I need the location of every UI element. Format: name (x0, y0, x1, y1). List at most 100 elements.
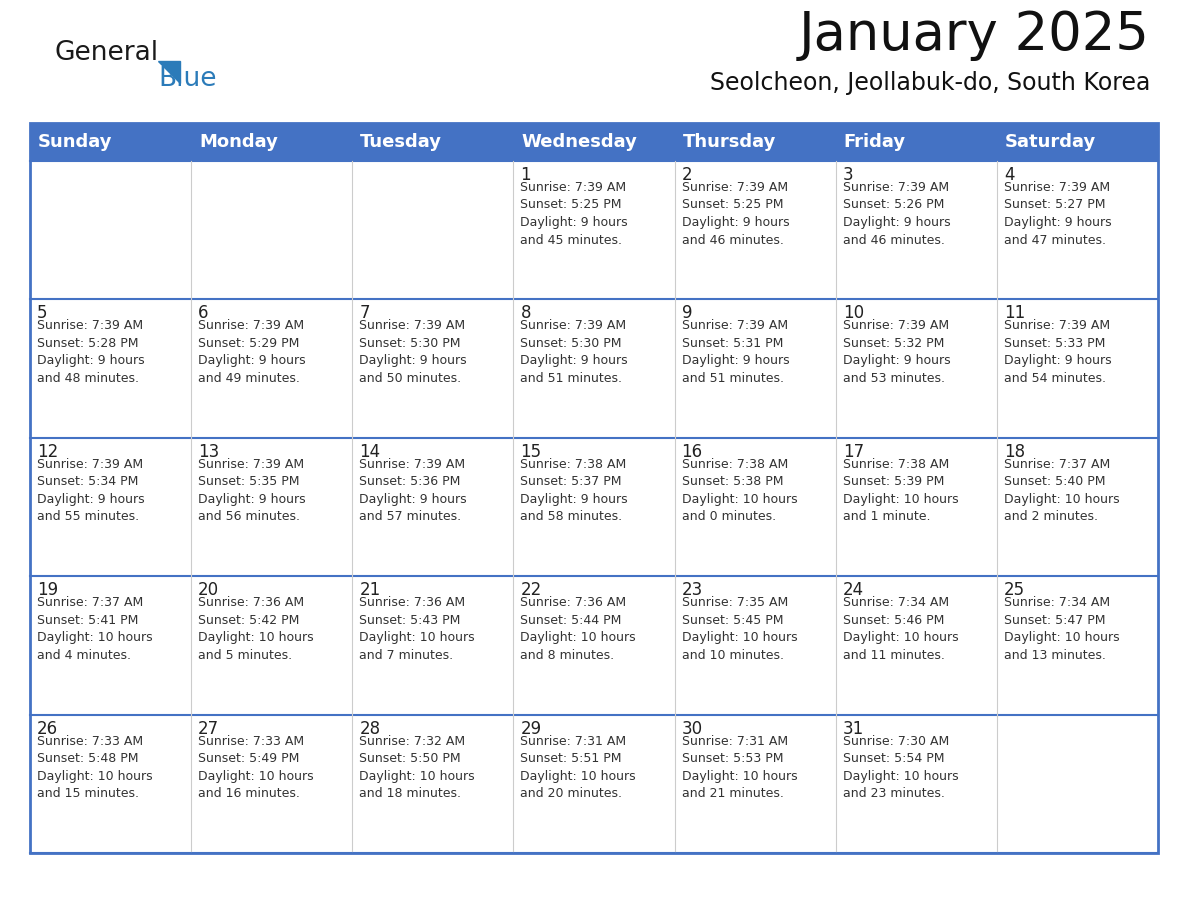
Text: Sunrise: 7:39 AM
Sunset: 5:25 PM
Daylight: 9 hours
and 45 minutes.: Sunrise: 7:39 AM Sunset: 5:25 PM Dayligh… (520, 181, 628, 247)
Text: Sunrise: 7:33 AM
Sunset: 5:49 PM
Daylight: 10 hours
and 16 minutes.: Sunrise: 7:33 AM Sunset: 5:49 PM Dayligh… (198, 734, 314, 800)
Bar (30, 299, 191, 438)
Bar (997, 438, 1158, 577)
Bar (997, 161, 1158, 299)
Bar (353, 161, 513, 299)
Bar (513, 299, 675, 438)
Bar (997, 299, 1158, 438)
Text: Sunrise: 7:31 AM
Sunset: 5:53 PM
Daylight: 10 hours
and 21 minutes.: Sunrise: 7:31 AM Sunset: 5:53 PM Dayligh… (682, 734, 797, 800)
Text: Sunrise: 7:39 AM
Sunset: 5:31 PM
Daylight: 9 hours
and 51 minutes.: Sunrise: 7:39 AM Sunset: 5:31 PM Dayligh… (682, 319, 789, 385)
Text: Seolcheon, Jeollabuk-do, South Korea: Seolcheon, Jeollabuk-do, South Korea (709, 71, 1150, 95)
Text: Sunrise: 7:36 AM
Sunset: 5:43 PM
Daylight: 10 hours
and 7 minutes.: Sunrise: 7:36 AM Sunset: 5:43 PM Dayligh… (359, 596, 475, 662)
Text: Sunrise: 7:38 AM
Sunset: 5:38 PM
Daylight: 10 hours
and 0 minutes.: Sunrise: 7:38 AM Sunset: 5:38 PM Dayligh… (682, 458, 797, 523)
Bar (353, 438, 513, 577)
Text: Sunday: Sunday (38, 133, 113, 151)
Bar (30, 161, 191, 299)
Text: 9: 9 (682, 305, 693, 322)
Text: Friday: Friday (843, 133, 905, 151)
Bar (675, 577, 835, 714)
Text: Sunrise: 7:36 AM
Sunset: 5:42 PM
Daylight: 10 hours
and 5 minutes.: Sunrise: 7:36 AM Sunset: 5:42 PM Dayligh… (198, 596, 314, 662)
Bar (513, 161, 675, 299)
Text: 5: 5 (37, 305, 48, 322)
Text: Sunrise: 7:37 AM
Sunset: 5:40 PM
Daylight: 10 hours
and 2 minutes.: Sunrise: 7:37 AM Sunset: 5:40 PM Dayligh… (1004, 458, 1119, 523)
Text: Tuesday: Tuesday (360, 133, 442, 151)
Bar (675, 438, 835, 577)
Text: 15: 15 (520, 442, 542, 461)
Text: Sunrise: 7:39 AM
Sunset: 5:35 PM
Daylight: 9 hours
and 56 minutes.: Sunrise: 7:39 AM Sunset: 5:35 PM Dayligh… (198, 458, 305, 523)
Text: Sunrise: 7:39 AM
Sunset: 5:36 PM
Daylight: 9 hours
and 57 minutes.: Sunrise: 7:39 AM Sunset: 5:36 PM Dayligh… (359, 458, 467, 523)
Text: Thursday: Thursday (683, 133, 776, 151)
Text: 21: 21 (359, 581, 380, 599)
Text: 23: 23 (682, 581, 703, 599)
Text: 22: 22 (520, 581, 542, 599)
Text: Sunrise: 7:39 AM
Sunset: 5:26 PM
Daylight: 9 hours
and 46 minutes.: Sunrise: 7:39 AM Sunset: 5:26 PM Dayligh… (842, 181, 950, 247)
Text: 10: 10 (842, 305, 864, 322)
Bar (30, 577, 191, 714)
Text: 4: 4 (1004, 166, 1015, 184)
Text: 31: 31 (842, 720, 864, 737)
Text: Sunrise: 7:34 AM
Sunset: 5:46 PM
Daylight: 10 hours
and 11 minutes.: Sunrise: 7:34 AM Sunset: 5:46 PM Dayligh… (842, 596, 959, 662)
Text: 12: 12 (37, 442, 58, 461)
Text: Sunrise: 7:32 AM
Sunset: 5:50 PM
Daylight: 10 hours
and 18 minutes.: Sunrise: 7:32 AM Sunset: 5:50 PM Dayligh… (359, 734, 475, 800)
Text: 20: 20 (198, 581, 220, 599)
Text: 7: 7 (359, 305, 369, 322)
Bar (835, 714, 997, 853)
Text: 13: 13 (198, 442, 220, 461)
Text: Sunrise: 7:39 AM
Sunset: 5:34 PM
Daylight: 9 hours
and 55 minutes.: Sunrise: 7:39 AM Sunset: 5:34 PM Dayligh… (37, 458, 145, 523)
Text: 2: 2 (682, 166, 693, 184)
Bar (191, 299, 353, 438)
Bar (835, 299, 997, 438)
Bar (513, 577, 675, 714)
Text: 29: 29 (520, 720, 542, 737)
Text: Sunrise: 7:30 AM
Sunset: 5:54 PM
Daylight: 10 hours
and 23 minutes.: Sunrise: 7:30 AM Sunset: 5:54 PM Dayligh… (842, 734, 959, 800)
Text: 26: 26 (37, 720, 58, 737)
Text: Sunrise: 7:39 AM
Sunset: 5:30 PM
Daylight: 9 hours
and 50 minutes.: Sunrise: 7:39 AM Sunset: 5:30 PM Dayligh… (359, 319, 467, 385)
Text: 11: 11 (1004, 305, 1025, 322)
Bar (835, 438, 997, 577)
Bar (353, 714, 513, 853)
Text: 14: 14 (359, 442, 380, 461)
Bar (675, 299, 835, 438)
Bar (30, 123, 1158, 853)
Text: Sunrise: 7:39 AM
Sunset: 5:32 PM
Daylight: 9 hours
and 53 minutes.: Sunrise: 7:39 AM Sunset: 5:32 PM Dayligh… (842, 319, 950, 385)
Text: 24: 24 (842, 581, 864, 599)
Text: Sunrise: 7:36 AM
Sunset: 5:44 PM
Daylight: 10 hours
and 8 minutes.: Sunrise: 7:36 AM Sunset: 5:44 PM Dayligh… (520, 596, 636, 662)
Text: 30: 30 (682, 720, 702, 737)
Text: Sunrise: 7:39 AM
Sunset: 5:25 PM
Daylight: 9 hours
and 46 minutes.: Sunrise: 7:39 AM Sunset: 5:25 PM Dayligh… (682, 181, 789, 247)
Bar (675, 714, 835, 853)
Text: General: General (55, 40, 159, 66)
Text: Sunrise: 7:35 AM
Sunset: 5:45 PM
Daylight: 10 hours
and 10 minutes.: Sunrise: 7:35 AM Sunset: 5:45 PM Dayligh… (682, 596, 797, 662)
Text: Sunrise: 7:39 AM
Sunset: 5:27 PM
Daylight: 9 hours
and 47 minutes.: Sunrise: 7:39 AM Sunset: 5:27 PM Dayligh… (1004, 181, 1112, 247)
Bar (191, 714, 353, 853)
Text: Sunrise: 7:38 AM
Sunset: 5:37 PM
Daylight: 9 hours
and 58 minutes.: Sunrise: 7:38 AM Sunset: 5:37 PM Dayligh… (520, 458, 628, 523)
Text: Sunrise: 7:39 AM
Sunset: 5:29 PM
Daylight: 9 hours
and 49 minutes.: Sunrise: 7:39 AM Sunset: 5:29 PM Dayligh… (198, 319, 305, 385)
Text: 6: 6 (198, 305, 209, 322)
Polygon shape (158, 61, 181, 83)
Text: Saturday: Saturday (1005, 133, 1097, 151)
Text: Monday: Monday (200, 133, 278, 151)
Bar (513, 438, 675, 577)
Text: 18: 18 (1004, 442, 1025, 461)
Bar (997, 577, 1158, 714)
Text: 8: 8 (520, 305, 531, 322)
Bar (30, 123, 1158, 853)
Text: 1: 1 (520, 166, 531, 184)
Text: 16: 16 (682, 442, 702, 461)
Bar (353, 299, 513, 438)
Bar (191, 577, 353, 714)
Text: Sunrise: 7:39 AM
Sunset: 5:33 PM
Daylight: 9 hours
and 54 minutes.: Sunrise: 7:39 AM Sunset: 5:33 PM Dayligh… (1004, 319, 1112, 385)
Bar (191, 161, 353, 299)
Bar (513, 714, 675, 853)
Text: Sunrise: 7:33 AM
Sunset: 5:48 PM
Daylight: 10 hours
and 15 minutes.: Sunrise: 7:33 AM Sunset: 5:48 PM Dayligh… (37, 734, 152, 800)
Text: Sunrise: 7:39 AM
Sunset: 5:30 PM
Daylight: 9 hours
and 51 minutes.: Sunrise: 7:39 AM Sunset: 5:30 PM Dayligh… (520, 319, 628, 385)
Text: Sunrise: 7:39 AM
Sunset: 5:28 PM
Daylight: 9 hours
and 48 minutes.: Sunrise: 7:39 AM Sunset: 5:28 PM Dayligh… (37, 319, 145, 385)
Bar (835, 577, 997, 714)
Text: January 2025: January 2025 (800, 9, 1150, 61)
Text: 19: 19 (37, 581, 58, 599)
Text: Sunrise: 7:34 AM
Sunset: 5:47 PM
Daylight: 10 hours
and 13 minutes.: Sunrise: 7:34 AM Sunset: 5:47 PM Dayligh… (1004, 596, 1119, 662)
Text: Blue: Blue (158, 66, 216, 92)
Text: 25: 25 (1004, 581, 1025, 599)
Text: 3: 3 (842, 166, 853, 184)
Text: 17: 17 (842, 442, 864, 461)
Text: Wednesday: Wednesday (522, 133, 637, 151)
Text: 27: 27 (198, 720, 220, 737)
